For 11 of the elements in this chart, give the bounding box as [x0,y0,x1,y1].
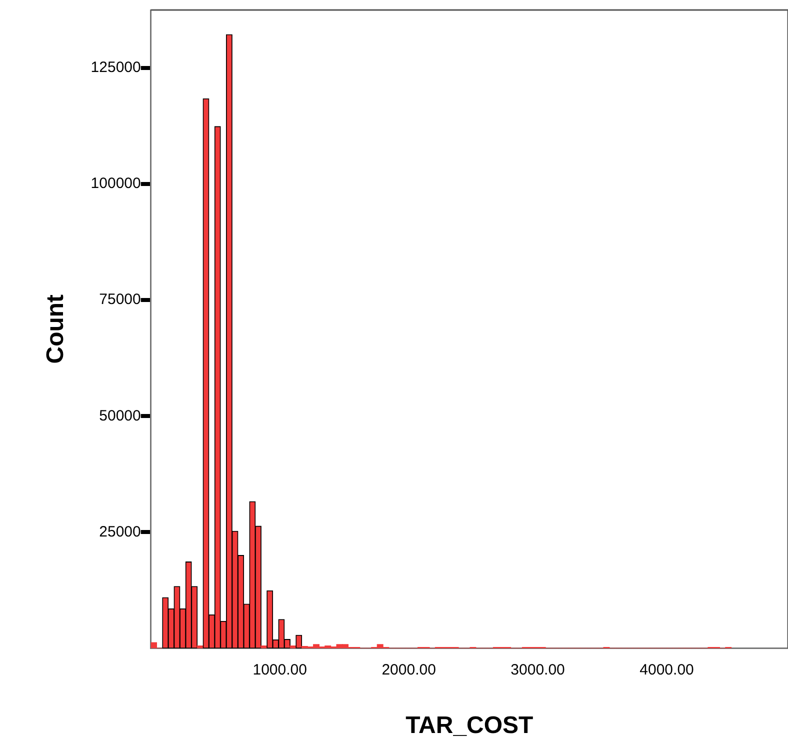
y-axis-title: Count [42,294,70,364]
x-tick-label: 2000.00 [382,661,436,678]
y-tick-label: 75000 [99,291,141,308]
y-tick-label: 25000 [99,523,141,540]
y-tick-label: 100000 [90,175,141,192]
x-tick-label: 3000.00 [510,661,565,678]
x-tick-label: 1000.00 [252,661,307,678]
y-tick-label: 50000 [99,407,141,424]
y-tick-label: 125000 [90,59,141,76]
x-axis-title: TAR_COST [406,712,534,740]
x-tick-label: 4000.00 [640,661,694,678]
